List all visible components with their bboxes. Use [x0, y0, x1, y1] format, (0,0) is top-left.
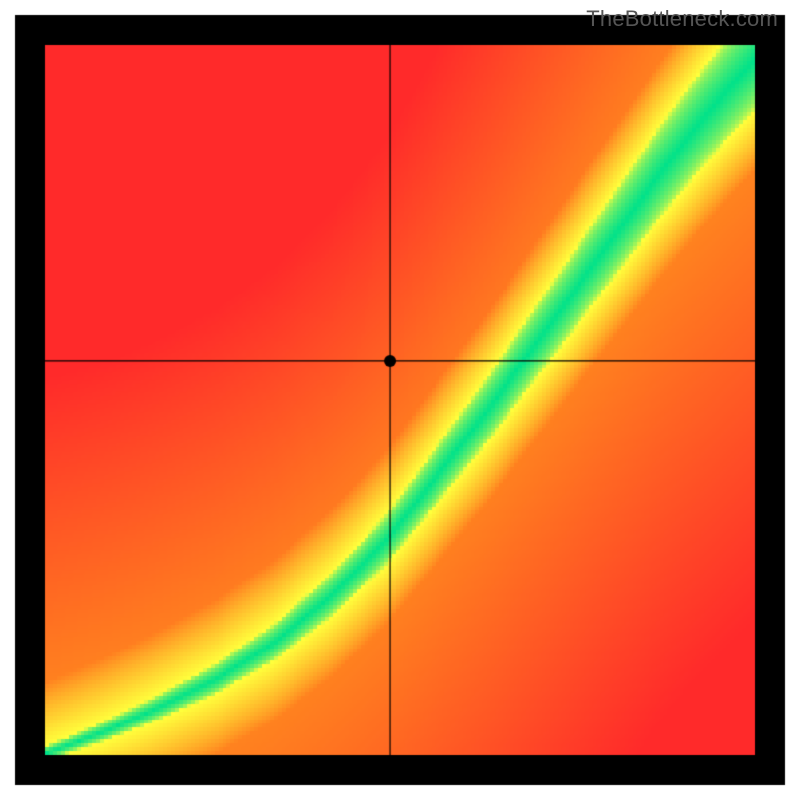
watermark-text: TheBottleneck.com: [586, 6, 778, 32]
chart-container: TheBottleneck.com: [0, 0, 800, 800]
bottleneck-heatmap: [0, 0, 800, 800]
